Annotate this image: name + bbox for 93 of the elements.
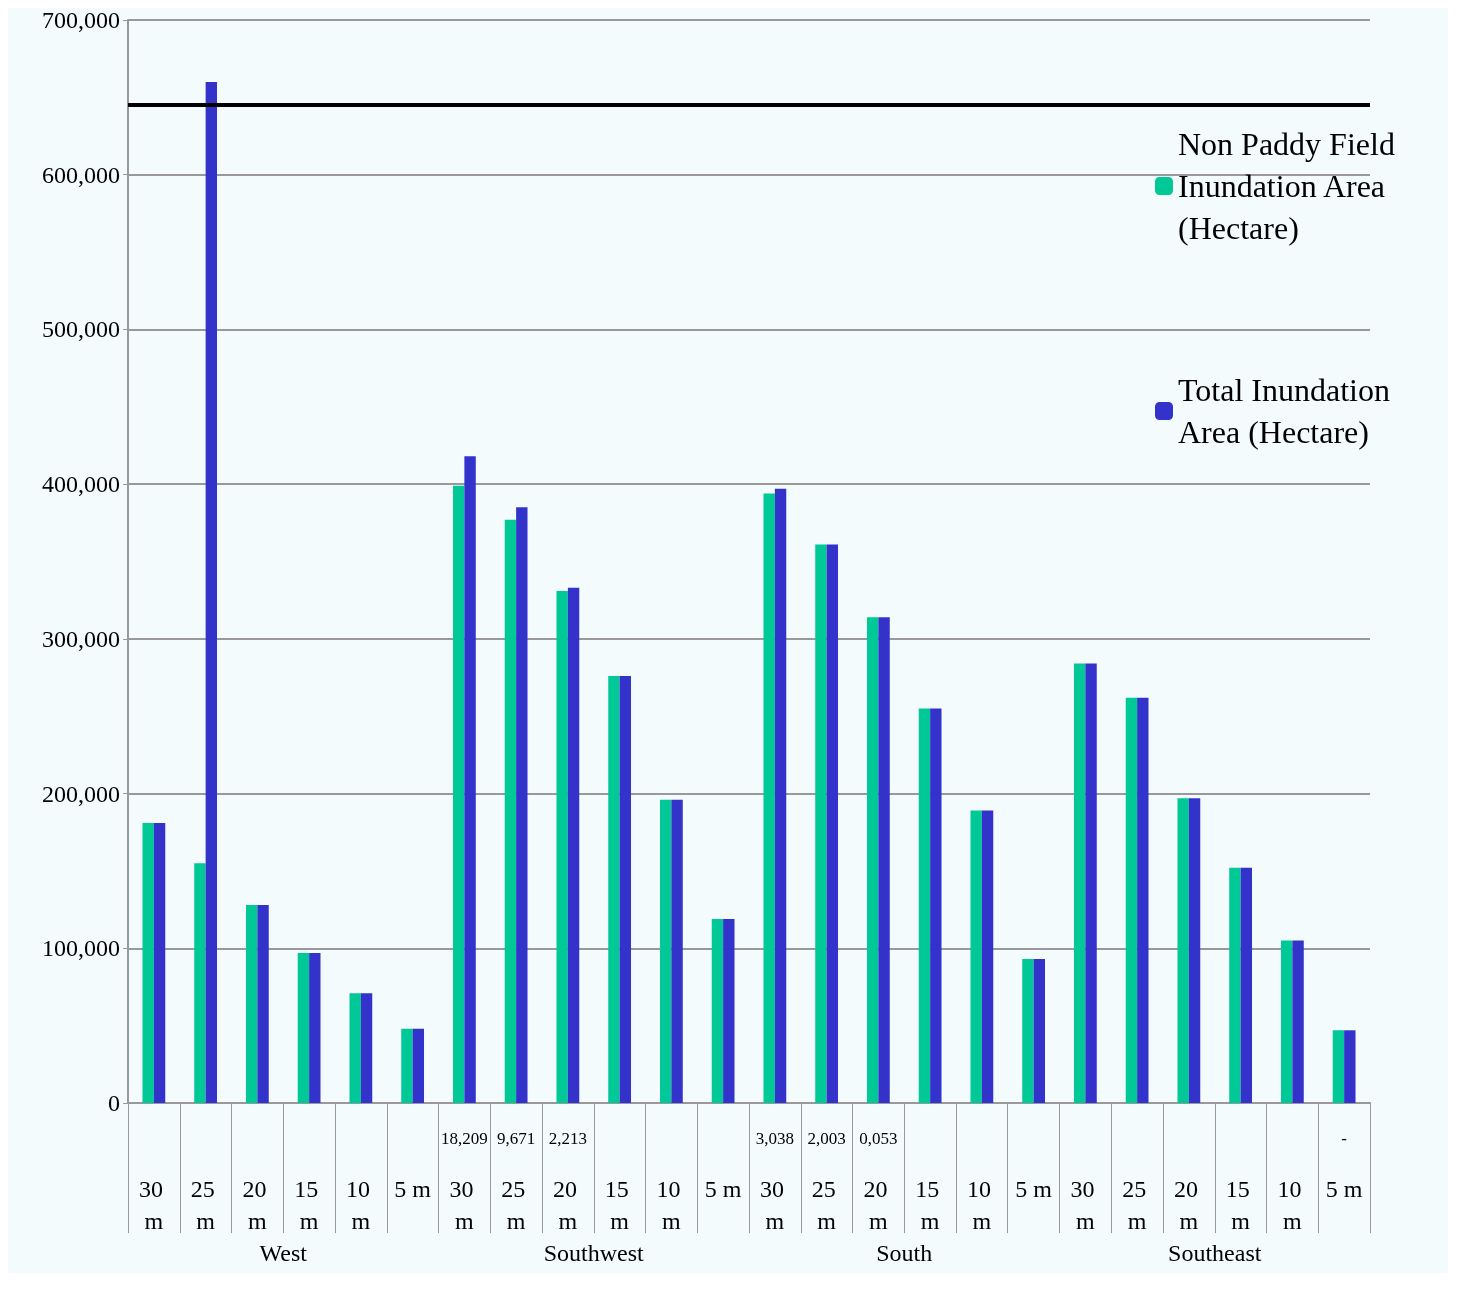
y-tick-label: 300,000 <box>42 625 120 652</box>
bar <box>970 810 982 1103</box>
bar <box>1125 697 1138 1103</box>
bar <box>711 918 724 1103</box>
bar <box>504 519 517 1103</box>
bar <box>815 544 827 1103</box>
bar <box>401 1028 413 1103</box>
bar <box>567 587 580 1103</box>
bar <box>619 675 632 1103</box>
bar <box>918 708 931 1103</box>
x-tick-label: 25 m <box>811 1176 842 1234</box>
bar <box>194 863 206 1103</box>
bar <box>205 81 218 1103</box>
x-tick-label: 15 m <box>1225 1176 1256 1234</box>
y-tick-label: 600,000 <box>42 161 120 188</box>
bar <box>930 708 942 1103</box>
bar <box>245 904 258 1103</box>
y-tick-label: 100,000 <box>42 935 120 962</box>
bar <box>1177 798 1189 1103</box>
bar <box>671 799 683 1103</box>
x-tick-label: 10 m <box>966 1176 997 1234</box>
x-tick-label: 30 m <box>138 1176 169 1234</box>
text: South <box>876 1240 933 1266</box>
bar <box>464 456 476 1103</box>
bar <box>1188 798 1201 1103</box>
bar <box>1033 959 1046 1103</box>
x-tick-label: 10 m <box>345 1176 376 1234</box>
bar <box>349 993 361 1103</box>
bar <box>1344 1030 1356 1103</box>
text: 0,053 <box>859 1128 898 1148</box>
bar <box>981 810 994 1103</box>
x-tick-label: 25 m <box>1122 1176 1153 1234</box>
legend-label: Non Paddy Field Inundation Area (Hectare) <box>1178 126 1403 246</box>
x-tick-label: 15 m <box>294 1176 325 1234</box>
x-tick-label: 30 m <box>449 1176 480 1234</box>
text: 18,209 <box>441 1128 488 1148</box>
x-tick-label: 25 m <box>501 1176 532 1234</box>
text: 2,213 <box>548 1128 587 1148</box>
bar <box>774 488 787 1103</box>
bar <box>360 993 373 1103</box>
bar <box>1022 959 1034 1103</box>
x-tick-label: 30 m <box>1070 1176 1101 1234</box>
text: - <box>1341 1128 1348 1148</box>
x-tick-label: 5 m <box>1015 1176 1053 1202</box>
bar <box>608 675 620 1103</box>
bar <box>1332 1030 1345 1103</box>
bar <box>763 493 775 1103</box>
x-tick-label: 20 m <box>863 1176 894 1234</box>
x-tick-label: 20 m <box>552 1176 583 1234</box>
x-tick-label: 10 m <box>1277 1176 1308 1234</box>
bar <box>723 918 735 1103</box>
bar <box>878 617 890 1103</box>
bar <box>1292 940 1304 1103</box>
bar <box>452 485 465 1103</box>
text: 9,671 <box>497 1128 536 1148</box>
y-tick-label: 0 <box>108 1090 120 1116</box>
bar <box>1240 867 1253 1103</box>
x-tick-label: 10 m <box>656 1176 687 1234</box>
bar <box>1073 663 1086 1103</box>
text: West <box>259 1240 308 1266</box>
bar <box>826 544 839 1103</box>
bar <box>257 904 269 1103</box>
x-tick-label: 20 m <box>1173 1176 1204 1234</box>
bar <box>1280 940 1293 1103</box>
bar <box>866 617 879 1103</box>
bar <box>142 822 154 1103</box>
bar <box>153 822 166 1103</box>
y-tick-label: 700,000 <box>42 7 120 33</box>
bar <box>556 590 568 1103</box>
x-tick-label: 25 m <box>190 1176 221 1234</box>
x-tick-label: 15 m <box>604 1176 635 1234</box>
bar <box>309 952 321 1103</box>
bar <box>1085 663 1097 1103</box>
x-tick-label: 5 m <box>394 1176 432 1202</box>
text: Southeast <box>1168 1240 1262 1266</box>
x-tick-label: 5 m <box>704 1176 742 1202</box>
x-tick-label: 5 m <box>1325 1176 1363 1202</box>
bar <box>1229 867 1241 1103</box>
bar <box>516 507 528 1103</box>
x-tick-label: 20 m <box>242 1176 273 1234</box>
bar <box>1137 697 1149 1103</box>
y-tick-label: 400,000 <box>42 471 120 498</box>
bar <box>297 952 310 1103</box>
x-tick-label: 15 m <box>915 1176 946 1234</box>
bar <box>412 1028 425 1103</box>
text: 2,003 <box>807 1128 846 1148</box>
bar <box>659 799 672 1103</box>
text: 3,038 <box>755 1128 794 1148</box>
legend-label: Total Inundation Area (Hectare) <box>1178 372 1398 450</box>
x-tick-label: 30 m <box>759 1176 790 1234</box>
text: Southwest <box>543 1240 645 1266</box>
y-tick-label: 200,000 <box>42 780 120 807</box>
y-tick-label: 500,000 <box>42 316 120 343</box>
